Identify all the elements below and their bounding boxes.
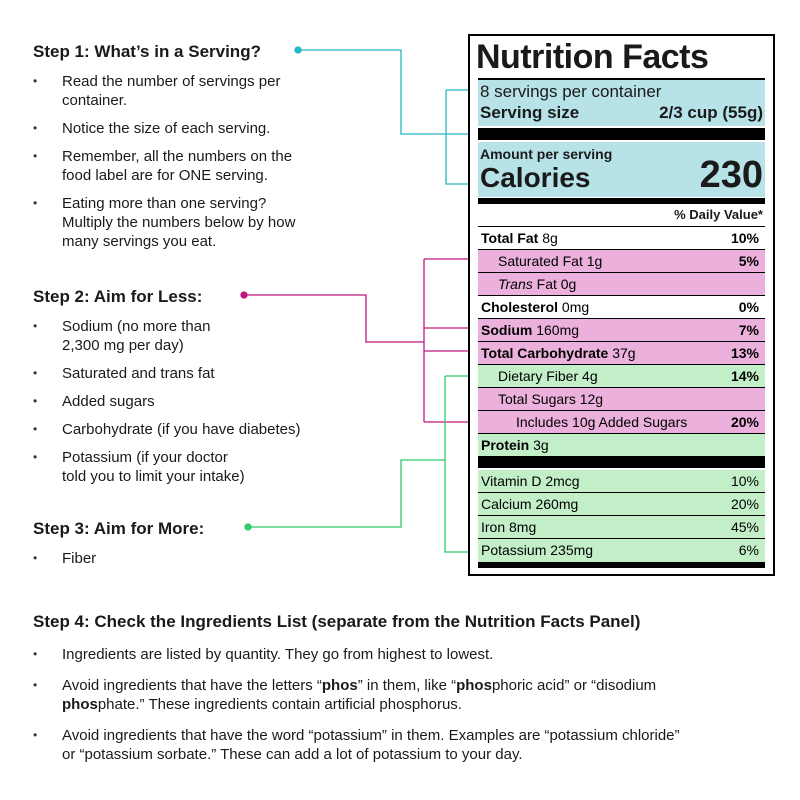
- list-item: Added sugars: [33, 392, 353, 411]
- step2-list: Sodium (no more than 2,300 mg per day) S…: [33, 317, 353, 495]
- row-protein: Protein 3g: [478, 433, 765, 457]
- list-item: Potassium (if your doctor told you to li…: [33, 448, 353, 486]
- step4-list: Ingredients are listed by quantity. They…: [33, 645, 773, 764]
- daily-value-header: % Daily Value*: [674, 207, 763, 222]
- row-cholesterol: Cholesterol 0mg 0%: [478, 295, 765, 319]
- step1-list: Read the number of servings per containe…: [33, 72, 353, 260]
- row-saturated-fat: Saturated Fat 1g 5%: [478, 249, 765, 273]
- row-trans-fat: Trans Fat 0g: [478, 272, 765, 296]
- amount-per-serving: Amount per serving: [480, 146, 613, 162]
- label-title: Nutrition Facts: [476, 38, 709, 76]
- list-item: Saturated and trans fat: [33, 364, 353, 383]
- row-total-sugars: Total Sugars 12g: [478, 387, 765, 411]
- thick-divider: [478, 456, 765, 468]
- step1-title: Step 1: What’s in a Serving?: [33, 42, 261, 61]
- row-total-fat: Total Fat 8g 10%: [478, 226, 765, 250]
- row-potassium: Potassium 235mg 6%: [478, 538, 765, 562]
- row-dietary-fiber: Dietary Fiber 4g 14%: [478, 364, 765, 388]
- list-item: Sodium (no more than 2,300 mg per day): [33, 317, 353, 355]
- list-item: Avoid ingredients that have the word “po…: [33, 726, 773, 764]
- step3-list: Fiber: [33, 549, 353, 577]
- nutrition-facts-panel: Nutrition Facts 8 servings per container…: [468, 34, 775, 576]
- divider: [478, 78, 765, 80]
- serving-highlight: 8 servings per container Serving size 2/…: [478, 80, 765, 126]
- row-total-carbohydrate: Total Carbohydrate 37g 13%: [478, 341, 765, 365]
- servings-per-container: 8 servings per container: [480, 82, 662, 101]
- serving-size-value: 2/3 cup (55g): [659, 103, 763, 122]
- list-item: Notice the size of each serving.: [33, 119, 353, 138]
- calories-value: 230: [699, 154, 763, 196]
- calories-label: Calories: [480, 162, 591, 193]
- step4-title: Step 4: Check the Ingredients List (sepa…: [33, 612, 641, 631]
- step2-connector: [240, 258, 475, 423]
- list-item: Avoid ingredients that have the letters …: [33, 676, 773, 714]
- list-item: Fiber: [33, 549, 353, 568]
- list-item: Eating more than one serving? Multiply t…: [33, 194, 353, 251]
- serving-size-label: Serving size: [480, 103, 580, 122]
- step1-connector: [294, 46, 475, 185]
- calories-highlight: Amount per serving Calories 230: [478, 142, 765, 197]
- list-item: Ingredients are listed by quantity. They…: [33, 645, 773, 664]
- list-item: Carbohydrate (if you have diabetes): [33, 420, 353, 439]
- list-item: Read the number of servings per containe…: [33, 72, 353, 110]
- thick-divider: [478, 128, 765, 140]
- row-added-sugars: Includes 10g Added Sugars 20%: [478, 410, 765, 434]
- row-calcium: Calcium 260mg 20%: [478, 492, 765, 516]
- step3-connector: [244, 375, 475, 553]
- step2-title: Step 2: Aim for Less:: [33, 287, 203, 306]
- step3-title: Step 3: Aim for More:: [33, 519, 205, 538]
- list-item: Remember, all the numbers on the food la…: [33, 147, 353, 185]
- row-sodium: Sodium 160mg 7%: [478, 318, 765, 342]
- row-vitamin-d: Vitamin D 2mcg 10%: [478, 470, 765, 492]
- bottom-divider: [478, 562, 765, 568]
- step4-section: Step 4: Check the Ingredients List (sepa…: [33, 612, 773, 763]
- medium-divider: [478, 198, 765, 204]
- row-iron: Iron 8mg 45%: [478, 515, 765, 539]
